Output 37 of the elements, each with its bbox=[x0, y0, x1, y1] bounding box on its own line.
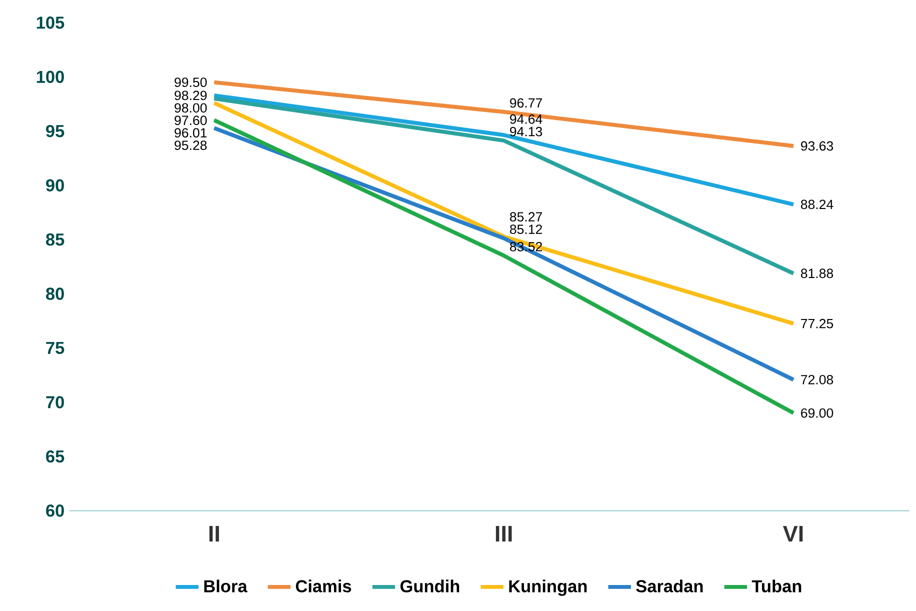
data-label: 69.00 bbox=[801, 408, 834, 418]
legend-label: Kuningan bbox=[509, 580, 587, 596]
data-label: 72.08 bbox=[801, 375, 834, 385]
data-label: 97.60 bbox=[174, 116, 207, 126]
legend-label: Gundih bbox=[400, 580, 460, 593]
data-label: 98.00 bbox=[174, 103, 207, 113]
data-label: 93.63 bbox=[801, 141, 834, 151]
x-tick-label: III bbox=[496, 526, 512, 542]
y-tick-label: 70 bbox=[46, 396, 64, 408]
data-label: 96.01 bbox=[174, 128, 207, 138]
data-label: 85.27 bbox=[510, 212, 542, 222]
y-tick-label: 90 bbox=[46, 179, 64, 192]
data-label: 83.52 bbox=[510, 242, 542, 252]
y-tick-label: 95 bbox=[46, 125, 64, 138]
data-label: 81.88 bbox=[800, 268, 834, 278]
data-label: 99.50 bbox=[174, 78, 207, 88]
legend-label: Tuban bbox=[752, 580, 802, 593]
y-tick-label: 105 bbox=[36, 16, 64, 29]
data-label: 96.77 bbox=[510, 98, 542, 108]
y-tick-label: 100 bbox=[36, 70, 64, 84]
y-tick-label: 85 bbox=[46, 234, 64, 246]
data-label: 95.28 bbox=[174, 140, 207, 150]
data-label: 85.12 bbox=[510, 224, 542, 234]
x-tick-label: VI bbox=[782, 526, 803, 542]
y-tick-label: 80 bbox=[46, 288, 64, 300]
data-label: 98.29 bbox=[174, 90, 207, 100]
y-tick-label: 75 bbox=[46, 342, 64, 354]
legend-label: Blora bbox=[204, 580, 248, 593]
data-label: 94.13 bbox=[510, 127, 542, 136]
x-tick-label: II bbox=[209, 526, 219, 542]
y-tick-label: 60 bbox=[46, 504, 64, 517]
legend-label: Saradan bbox=[636, 580, 703, 593]
data-label: 77.25 bbox=[801, 319, 834, 328]
y-tick-label: 65 bbox=[46, 450, 64, 463]
data-label: 94.64 bbox=[510, 114, 542, 124]
legend-label: Ciamis bbox=[296, 580, 352, 593]
data-label: 88.24 bbox=[800, 200, 834, 210]
